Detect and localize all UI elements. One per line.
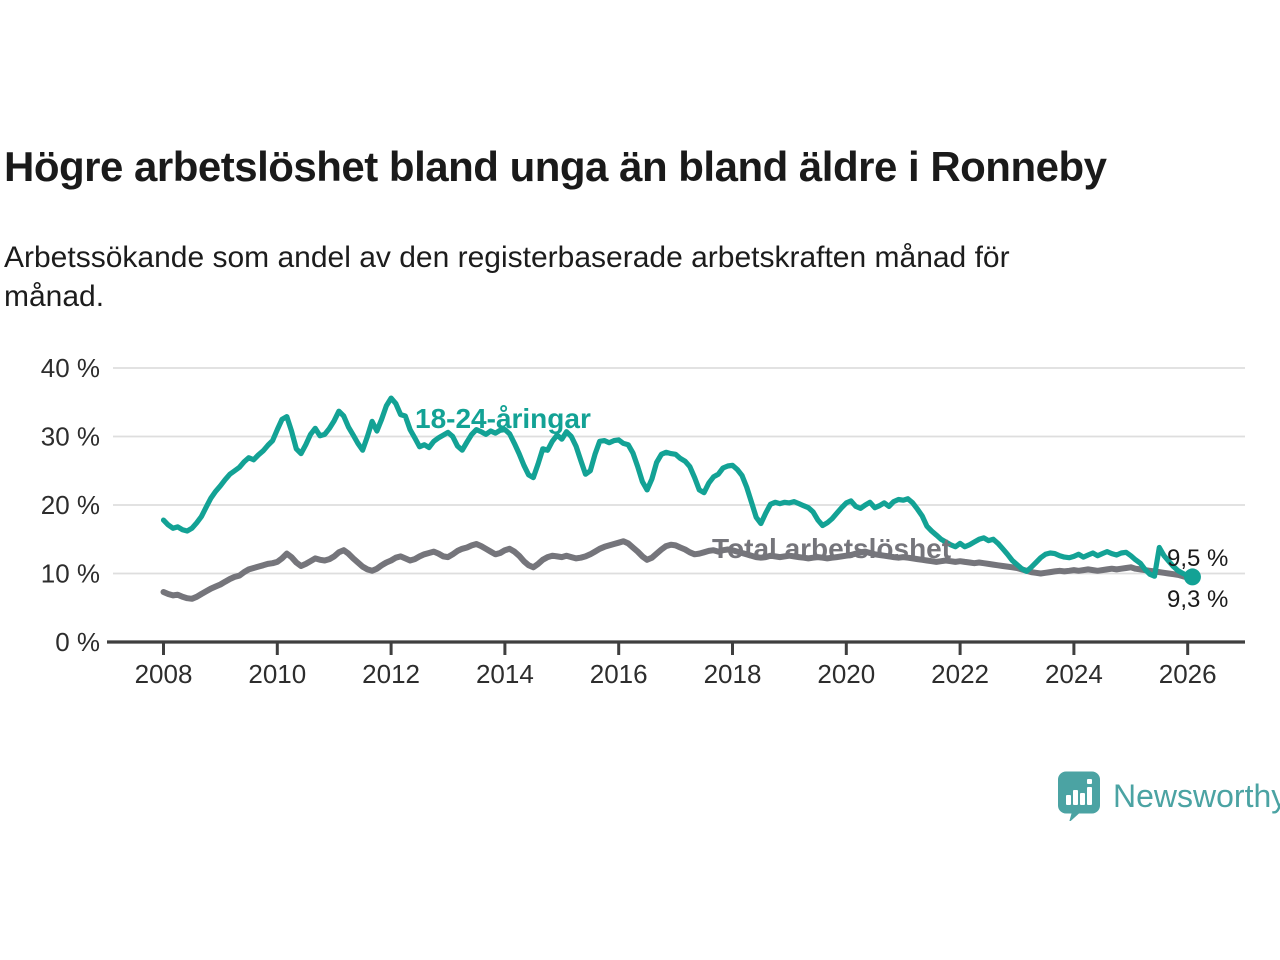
- y-axis-label-40: 40 %: [41, 353, 100, 383]
- y-axis-label-30: 30 %: [41, 422, 100, 452]
- x-axis-label-2020: 2020: [817, 659, 875, 689]
- end-value-label-1: 9,3 %: [1167, 586, 1228, 613]
- x-axis-label-2014: 2014: [476, 659, 534, 689]
- x-axis-label-2022: 2022: [931, 659, 989, 689]
- newsworthy-logo-icon: [1058, 771, 1100, 821]
- y-axis-label-0: 0 %: [55, 627, 100, 657]
- chart-title: Högre arbetslöshet bland unga än bland ä…: [4, 143, 1107, 190]
- brand-footer: Newsworthy: [1057, 771, 1280, 821]
- newsworthy-wordmark: Newsworthy: [1113, 777, 1280, 814]
- series-label-0: Total arbetslöshet: [712, 533, 951, 564]
- series-label-1: 18-24-åringar: [415, 403, 591, 434]
- x-axis-label-2010: 2010: [248, 659, 306, 689]
- chart-subtitle: Arbetssökande som andel av den registerb…: [4, 241, 1010, 313]
- end-value-label-0: 9,5 %: [1167, 545, 1228, 572]
- x-axis-label-2016: 2016: [590, 659, 648, 689]
- x-axis-label-2008: 2008: [135, 659, 193, 689]
- x-axis-label-2026: 2026: [1159, 659, 1217, 689]
- x-axis-label-2018: 2018: [704, 659, 762, 689]
- y-axis-label-20: 20 %: [41, 490, 100, 520]
- x-axis-label-2024: 2024: [1045, 659, 1103, 689]
- series-line-0: [160, 538, 1196, 602]
- series-line-1: [160, 395, 1196, 580]
- x-axis-label-2012: 2012: [362, 659, 420, 689]
- y-axis-label-10: 10 %: [41, 559, 100, 589]
- latest-value-dot: [1183, 568, 1201, 586]
